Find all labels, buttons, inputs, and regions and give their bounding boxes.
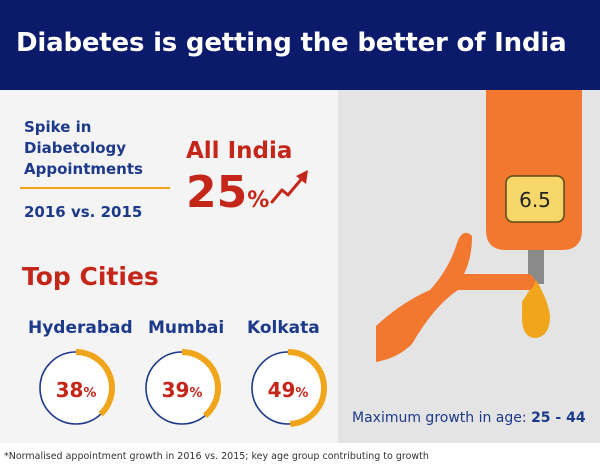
age-label: Maximum growth in age: xyxy=(352,410,527,426)
gauge-arc xyxy=(287,349,327,427)
glucose-meter-icon xyxy=(486,90,582,250)
gauge-unit: % xyxy=(189,386,203,401)
gauge-unit: % xyxy=(83,386,97,401)
header-banner: Diabetes is getting the better of India xyxy=(0,0,600,90)
gauge-number: 39 xyxy=(161,378,190,402)
divider xyxy=(20,187,170,189)
page-title: Diabetes is getting the better of India xyxy=(16,28,567,58)
city-name-mumbai: Mumbai xyxy=(148,318,225,338)
comparison-label: 2016 vs. 2015 xyxy=(24,203,143,221)
meter-reading: 6.5 xyxy=(519,188,551,212)
trend-up-arrow-icon xyxy=(270,170,308,204)
all-india-value: 25% xyxy=(186,170,269,216)
gauge-number: 49 xyxy=(267,378,296,402)
hand-icon xyxy=(376,232,535,362)
gauge-number: 38 xyxy=(55,378,84,402)
all-india-unit: % xyxy=(247,188,270,213)
footnote: *Normalised appointment growth in 2016 v… xyxy=(4,451,429,462)
city-name-hyderabad: Hyderabad xyxy=(28,318,133,338)
top-cities-title: Top Cities xyxy=(22,262,159,291)
test-strip xyxy=(528,250,544,284)
meter-display xyxy=(505,175,565,223)
age-value: 25 - 44 xyxy=(531,410,586,426)
gauge-value-mumbai: 39% xyxy=(142,378,222,402)
gauge-value-hyderabad: 38% xyxy=(36,378,116,402)
gauge-arc xyxy=(75,349,115,417)
gauge-hyderabad xyxy=(39,349,115,425)
city-name-kolkata: Kolkata xyxy=(247,318,320,338)
gauge-unit: % xyxy=(295,386,309,401)
gauge-kolkata xyxy=(251,349,327,427)
blood-drop-icon xyxy=(522,280,550,338)
age-growth-note: Maximum growth in age: 25 - 44 xyxy=(352,410,586,426)
all-india-label: All India xyxy=(186,138,293,164)
gauge-arc xyxy=(181,349,221,419)
spike-heading: Spike in Diabetology Appointments xyxy=(24,118,143,178)
glucose-meter-illustration xyxy=(376,90,582,362)
gauge-value-kolkata: 49% xyxy=(248,378,328,402)
all-india-number: 25 xyxy=(186,167,248,218)
gauge-mumbai xyxy=(145,349,221,425)
